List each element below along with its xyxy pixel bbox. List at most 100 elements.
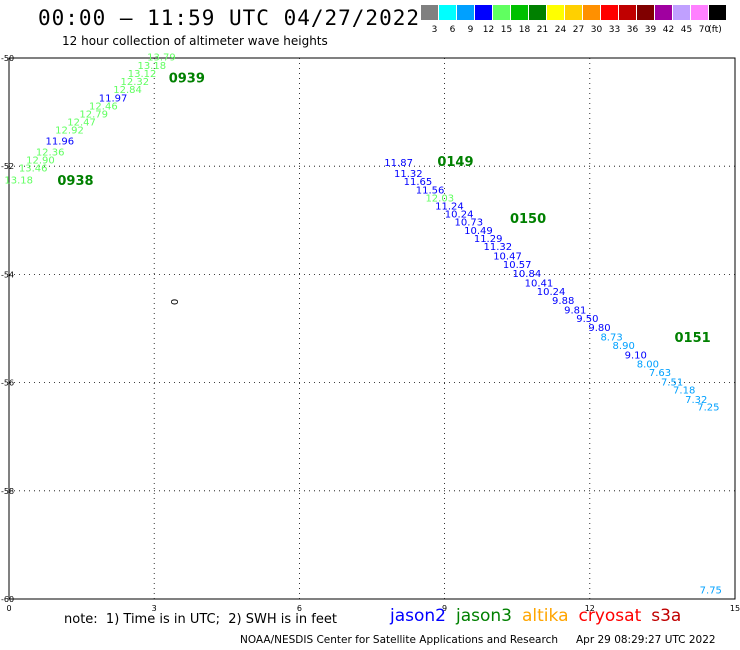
wave-height-value: 10.84 (513, 269, 542, 280)
colorbar-label: 3 (431, 25, 438, 35)
wave-height-value: 13.18 (4, 176, 33, 187)
colorbar-label: 39 (644, 25, 657, 35)
y-tick-label: -60 (1, 595, 14, 604)
wave-height-value: 10.24 (445, 210, 474, 221)
pass-time-label: 0149 (437, 155, 473, 170)
y-tick-label: -58 (1, 487, 14, 496)
colorbar-unit: (ft) (708, 25, 722, 35)
colorbar-swatch (475, 5, 493, 20)
mission-altika: altika (522, 606, 569, 626)
colorbar-swatch (691, 5, 709, 20)
colorbar-label: 15 (500, 25, 513, 35)
colorbar-label: 45 (680, 25, 693, 35)
colorbar-swatch (439, 5, 457, 20)
wave-height-value: 8.00 (637, 359, 659, 370)
colorbar-swatch (619, 5, 637, 20)
wave-height-value: 10.57 (503, 260, 532, 271)
wave-height-value: 12.32 (121, 77, 150, 88)
colorbar-label: 6 (449, 25, 456, 35)
wave-height-value: 11.96 (45, 137, 74, 148)
page-title: 00:00 – 11:59 UTC 04/27/2022 (38, 6, 421, 30)
colorbar-label: 27 (572, 25, 585, 35)
pass-time-label: 0150 (510, 212, 546, 227)
y-tick-label: -50 (1, 54, 14, 63)
wave-height-value: 10.41 (525, 278, 554, 289)
wave-height-value: 7.51 (661, 377, 683, 388)
wave-height-value: 11.24 (435, 201, 464, 212)
wave-height-value: 11.32 (484, 242, 513, 253)
colorbar-swatch (529, 5, 547, 20)
pass-time-label: 0151 (675, 331, 711, 346)
wave-height-value: 10.24 (537, 287, 566, 298)
colorbar-swatch (601, 5, 619, 20)
timestamp-text: Apr 29 08:29:27 UTC 2022 (576, 634, 716, 646)
pass-time-label: 0939 (169, 71, 205, 86)
x-tick-label: 9 (442, 604, 447, 613)
wave-height-value: 13.12 (128, 69, 157, 80)
page-subtitle: 12 hour collection of altimeter wave hei… (62, 34, 328, 48)
wave-height-value: 11.56 (416, 185, 445, 196)
wave-height-value: 10.49 (464, 226, 493, 237)
y-tick-label: -54 (1, 270, 14, 279)
wave-height-value: 7.75 (700, 586, 722, 597)
colorbar-label: 36 (626, 25, 639, 35)
colorbar-swatch (493, 5, 511, 20)
x-tick-label: 6 (297, 604, 302, 613)
colorbar-label: 9 (467, 25, 474, 35)
wave-height-value: 12.36 (36, 147, 65, 158)
wave-height-value: 12.47 (67, 118, 96, 129)
wave-height-value: 8.73 (600, 332, 622, 343)
wave-height-value: 9.80 (588, 323, 610, 334)
colorbar-swatch (673, 5, 691, 20)
credit-text: NOAA/NESDIS Center for Satellite Applica… (240, 634, 558, 646)
x-tick-label: 15 (730, 604, 740, 613)
colorbar-label: 33 (608, 25, 621, 35)
y-tick-label: -52 (1, 162, 14, 171)
colorbar-swatch (709, 5, 727, 20)
colorbar-swatch (421, 5, 439, 20)
x-tick-label: 3 (152, 604, 157, 613)
colorbar-swatch (637, 5, 655, 20)
wave-height-value: 10.73 (454, 218, 483, 229)
pass-time-label: 0938 (57, 174, 93, 189)
wave-height-value: 11.32 (394, 169, 423, 180)
wave-height-value: 9.88 (552, 296, 574, 307)
colorbar-swatch (655, 5, 673, 20)
wave-height-value: 12.84 (113, 85, 142, 96)
mission-cryosat: cryosat (578, 606, 642, 626)
wave-height-value: 12.79 (79, 110, 108, 121)
wave-height-value: 9.10 (625, 350, 647, 361)
colorbar-label: 24 (554, 25, 567, 35)
wave-height-value: 9.50 (576, 314, 598, 325)
colorbar-label: 18 (518, 25, 531, 35)
wave-height-value: 7.32 (685, 395, 707, 406)
mission-jason3: jason3 (456, 606, 512, 626)
wave-height-value: 7.25 (697, 403, 719, 414)
colorbar-label: 70 (698, 25, 711, 35)
wave-height-value: 7.18 (673, 385, 695, 396)
map-frame (8, 57, 736, 600)
wave-height-value: 12.92 (55, 126, 84, 137)
wave-height-value: 13.79 (147, 53, 176, 64)
wave-height-value: 10.47 (493, 251, 522, 262)
wave-height-value: 11.97 (99, 93, 128, 104)
mission-jason2: jason2 (390, 606, 446, 626)
x-tick-label: 12 (585, 604, 595, 613)
wave-height-value: 8.90 (613, 341, 635, 352)
stray-mark: 0 (168, 299, 179, 305)
x-tick-label: 0 (6, 604, 11, 613)
footer: NOAA/NESDIS Center for Satellite Applica… (240, 634, 716, 646)
colorbar-label: 12 (482, 25, 495, 35)
units-note: note: 1) Time is in UTC; 2) SWH is in fe… (64, 612, 337, 627)
wave-height-value: 11.65 (404, 177, 433, 188)
wave-height-value: 12.03 (425, 193, 454, 204)
colorbar-label: 42 (662, 25, 675, 35)
wave-height-value: 12.46 (89, 101, 118, 112)
colorbar-swatch (583, 5, 601, 20)
mission-legend: jason2 jason3 altika cryosat s3a (390, 606, 691, 626)
colorbar-label: 21 (536, 25, 549, 35)
colorbar-swatch (457, 5, 475, 20)
wave-height-value: 9.81 (564, 305, 586, 316)
y-tick-label: -56 (1, 379, 14, 388)
